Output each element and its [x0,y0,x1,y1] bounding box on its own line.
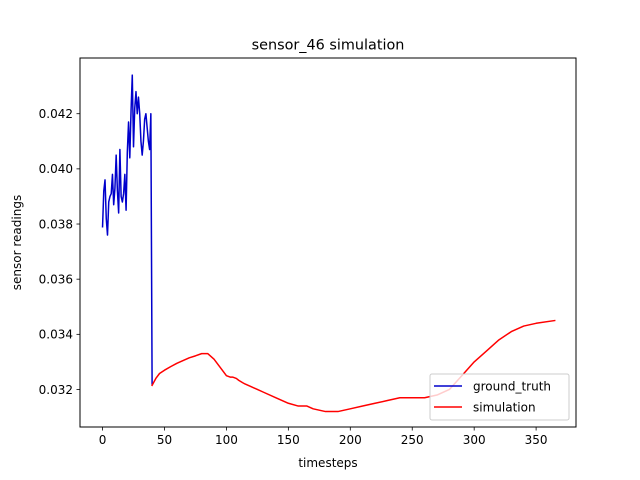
y-tick-label: 0.032 [39,383,73,397]
x-tick-label: 0 [99,433,107,447]
y-axis-label: sensor readings [10,195,24,290]
y-tick-label: 0.034 [39,328,73,342]
y-tick-label: 0.038 [39,217,73,231]
legend-box [429,373,570,421]
x-tick-label: 350 [525,433,548,447]
x-tick-label: 150 [277,433,300,447]
y-axis-ticks: 0.032 0.034 0.036 0.038 0.040 0.042 [39,107,80,397]
x-axis-ticks: 0 50 100 150 200 250 300 350 [99,427,548,447]
x-tick-label: 100 [215,433,238,447]
x-tick-label: 250 [401,433,424,447]
x-tick-label: 200 [339,433,362,447]
y-tick-label: 0.036 [39,272,73,286]
legend-label-ground-truth: ground_truth [473,380,551,394]
x-axis-label: timesteps [298,456,357,470]
y-tick-label: 0.042 [39,107,73,121]
axes-frame [79,57,577,428]
legend-label-simulation: simulation [473,401,536,415]
x-tick-label: 50 [157,433,172,447]
x-tick-label: 300 [463,433,486,447]
legend: ground_truth simulation [429,373,570,421]
chart-title: sensor_46 simulation [252,38,405,54]
series-line-ground-truth [101,74,153,385]
y-tick-label: 0.040 [39,162,73,176]
